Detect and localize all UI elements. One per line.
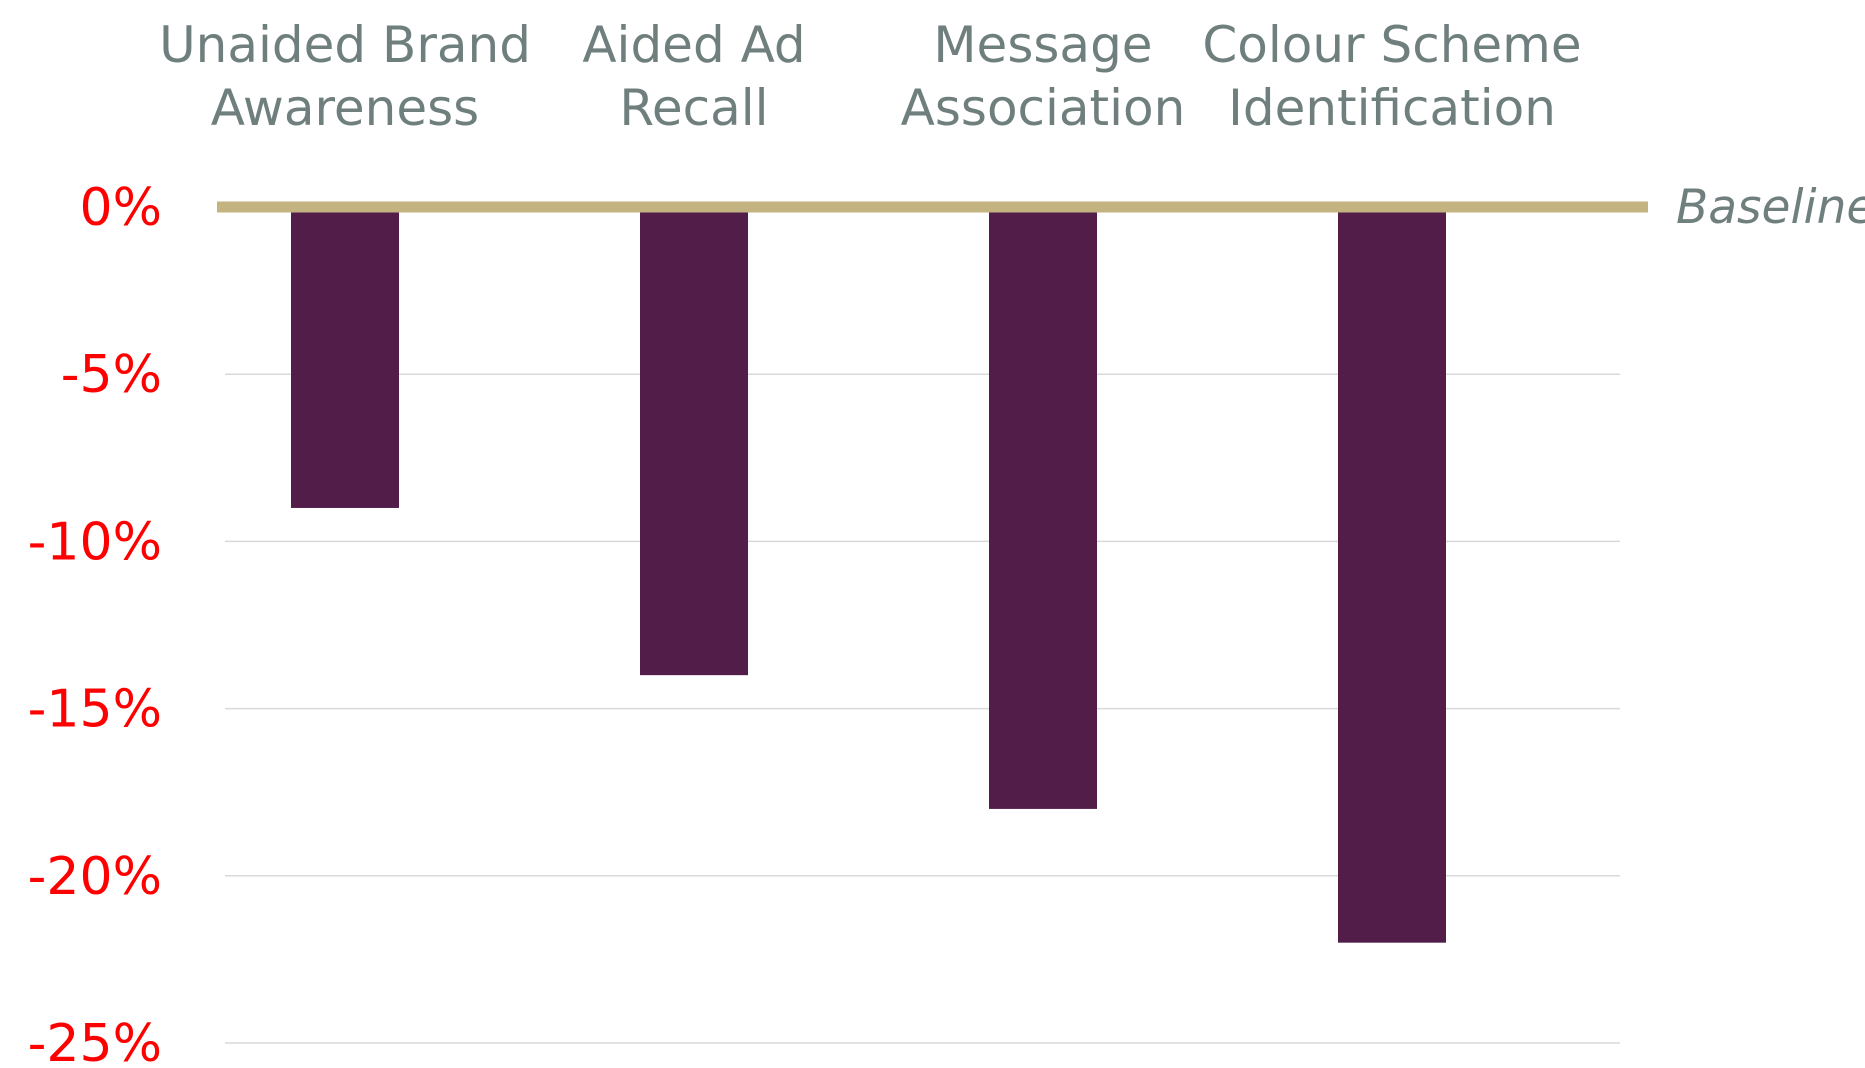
category-label: Message Association xyxy=(901,16,1186,137)
category-label: Aided Ad Recall xyxy=(582,16,805,137)
bar xyxy=(291,207,399,508)
y-axis-ticks: 0% -5% -10% -15% -20% -25% xyxy=(28,178,162,1068)
y-tick-label: -15% xyxy=(28,680,162,740)
category-label: Unaided Brand Awareness xyxy=(159,16,531,137)
baseline-label: Baseline xyxy=(1676,180,1865,235)
category-labels: Unaided Brand Awareness Aided Ad Recall Mess… xyxy=(159,16,1582,137)
y-tick-label: -10% xyxy=(28,512,162,572)
bar xyxy=(640,207,748,676)
y-tick-label: -5% xyxy=(61,345,162,405)
baseline: Baseline xyxy=(217,180,1865,235)
bar xyxy=(1338,207,1446,943)
bar xyxy=(989,207,1097,809)
y-tick-label: -20% xyxy=(28,847,162,907)
y-tick-label: -25% xyxy=(28,1014,162,1068)
category-label: Colour Scheme Identification xyxy=(1202,16,1581,137)
bars xyxy=(291,207,1446,943)
y-tick-label: 0% xyxy=(80,178,163,238)
